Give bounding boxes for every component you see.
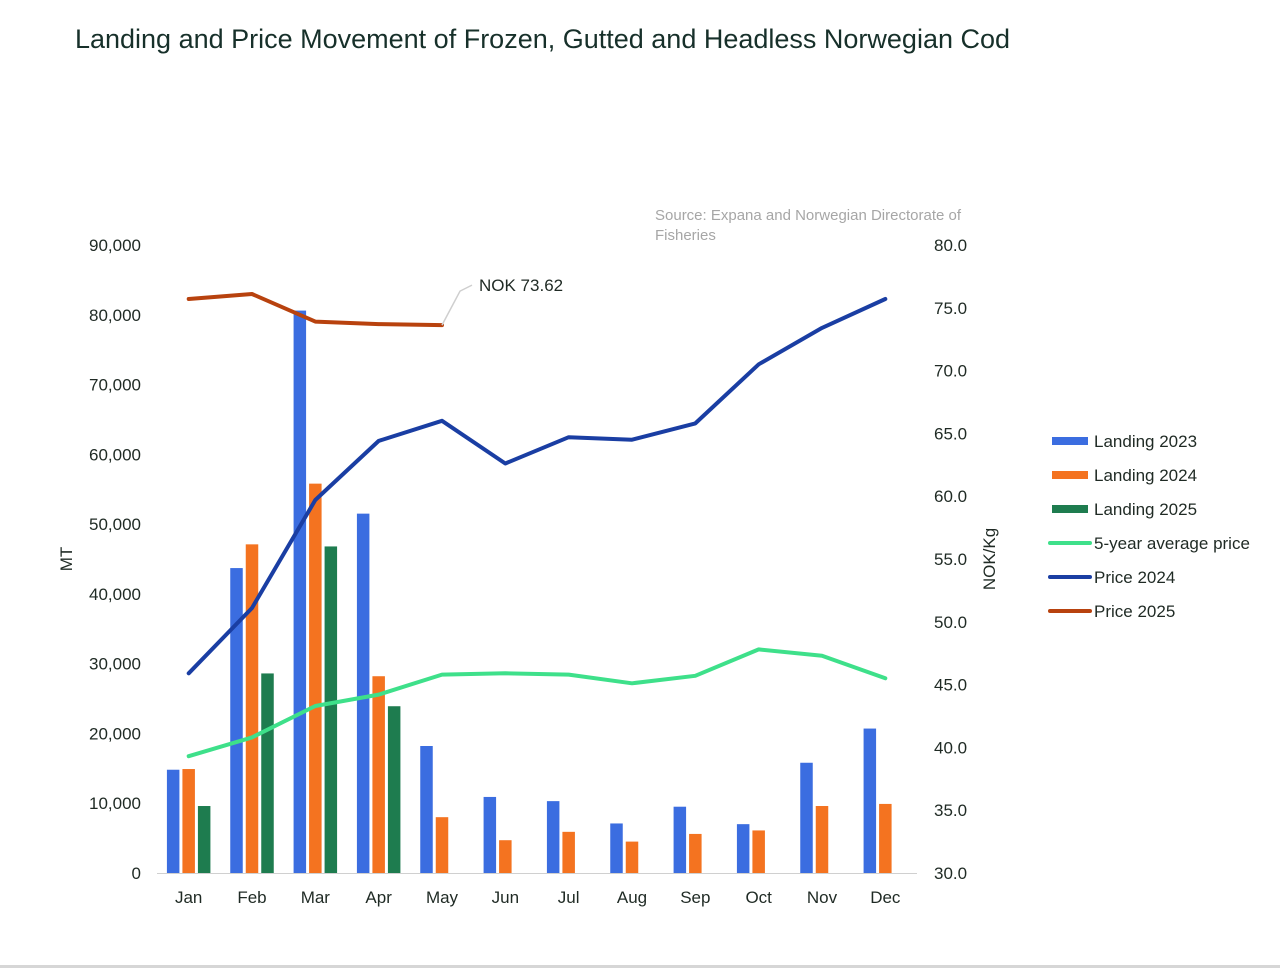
bar-landing-2023-jan [166, 769, 180, 873]
bar-landing-2024-jun [499, 840, 512, 873]
y-right-tick-label: 55.0 [934, 550, 967, 569]
bottom-divider [0, 965, 1280, 968]
bar-landing-2024-dec [879, 803, 892, 873]
legend-label-landing-2025: Landing 2025 [1094, 500, 1197, 519]
bar-landing-2023-aug [610, 823, 623, 873]
bar-landing-2025-feb [261, 673, 274, 873]
y-right-tick-label: 80.0 [934, 236, 967, 255]
y-left-tick-label: 60,000 [89, 445, 141, 464]
bar-landing-2023-sep [673, 806, 687, 873]
x-tick-label: Jul [558, 888, 580, 907]
axes: 0 10,000 20,000 30,000 40,000 50,000 60,000 70,… [57, 236, 999, 907]
y-left-tick-label: 20,000 [89, 724, 141, 743]
bar-landing-2023-nov [800, 762, 813, 873]
x-tick-label: Nov [807, 888, 838, 907]
x-tick-label: Sep [680, 888, 710, 907]
x-tick-label: Feb [237, 888, 266, 907]
y-left-tick-label: 80,000 [89, 306, 141, 325]
legend-label-landing-2023: Landing 2023 [1094, 432, 1197, 451]
bar-landing-2024-may [435, 817, 449, 873]
bar-landing-2024-sep [689, 833, 702, 873]
y-left-tick-label: 90,000 [89, 236, 141, 255]
bar-landing-2023-apr [356, 513, 370, 873]
y-right-tick-label: 70.0 [934, 362, 967, 381]
annotation-label: NOK 73.62 [479, 276, 563, 295]
x-tick-label: Oct [745, 888, 772, 907]
source-note: Source: Expana and Norwegian Directorate… [655, 207, 962, 244]
bars [166, 310, 892, 873]
y-right-tick-label: 45.0 [934, 676, 967, 695]
legend-swatch-landing-2024 [1052, 471, 1088, 479]
y-left-axis-title: MT [57, 547, 76, 572]
y-left-tick-label: 0 [132, 864, 141, 883]
bar-landing-2024-feb [245, 544, 259, 873]
x-tick-label: Dec [870, 888, 901, 907]
x-tick-label: Aug [617, 888, 647, 907]
y-right-tick-label: 40.0 [934, 738, 967, 757]
bar-landing-2025-jan [197, 806, 211, 873]
bar-landing-2024-jul [562, 831, 575, 873]
x-tick-label: Apr [365, 888, 392, 907]
bar-landing-2023-mar [293, 310, 307, 873]
legend-swatch-landing-2023 [1052, 437, 1088, 445]
chart-title: Landing and Price Movement of Frozen, Gu… [74, 24, 1011, 54]
y-right-axis-title: NOK/Kg [980, 528, 999, 590]
x-tick-label: May [426, 888, 459, 907]
x-tick-label: Jun [492, 888, 519, 907]
y-right-tick-label: 35.0 [934, 801, 967, 820]
bar-landing-2023-jun [483, 796, 497, 873]
y-left-tick-label: 40,000 [89, 585, 141, 604]
y-right-tick-label: 30.0 [934, 864, 967, 883]
line-5-year-average-price [186, 647, 888, 759]
bar-landing-2024-mar [309, 483, 322, 873]
bar-landing-2023-dec [863, 728, 877, 873]
y-left-tick-label: 30,000 [89, 655, 141, 674]
legend-swatch-landing-2025 [1052, 505, 1088, 513]
y-left-tick-label: 10,000 [89, 794, 141, 813]
bar-landing-2023-feb [230, 568, 243, 873]
bar-landing-2024-jan [182, 769, 195, 873]
bar-landing-2024-oct [752, 830, 765, 873]
line-price-2025 [186, 292, 444, 328]
line-price-2024 [186, 297, 888, 676]
y-right-tick-label: 60.0 [934, 487, 967, 506]
legend-label-5-year-average-price: 5-year average price [1094, 534, 1250, 553]
bar-landing-2023-may [420, 746, 433, 873]
x-tick-label: Mar [301, 888, 331, 907]
y-right-tick-label: 50.0 [934, 613, 967, 632]
legend: Landing 2023 Landing 2024 Landing 2025 5-ye… [1048, 432, 1250, 621]
x-tick-label: Jan [175, 888, 202, 907]
lines [186, 292, 888, 759]
y-right-tick-label: 65.0 [934, 424, 967, 443]
y-right-tick-label: 75.0 [934, 299, 967, 318]
y-left-tick-label: 70,000 [89, 376, 141, 395]
bar-landing-2023-oct [736, 824, 750, 873]
annotation-leader-line [441, 284, 473, 326]
bar-landing-2023-jul [546, 801, 560, 873]
legend-label-landing-2024: Landing 2024 [1094, 466, 1197, 485]
bar-landing-2024-aug [625, 841, 639, 873]
y-left-tick-label: 50,000 [89, 515, 141, 534]
legend-label-price-2024: Price 2024 [1094, 568, 1175, 587]
bar-landing-2025-apr [387, 706, 401, 873]
legend-label-price-2025: Price 2025 [1094, 602, 1175, 621]
bar-landing-2024-apr [372, 676, 385, 873]
annotation: NOK 73.62 [441, 276, 563, 326]
bar-landing-2025-mar [324, 546, 338, 873]
bar-landing-2024-nov [815, 806, 829, 873]
